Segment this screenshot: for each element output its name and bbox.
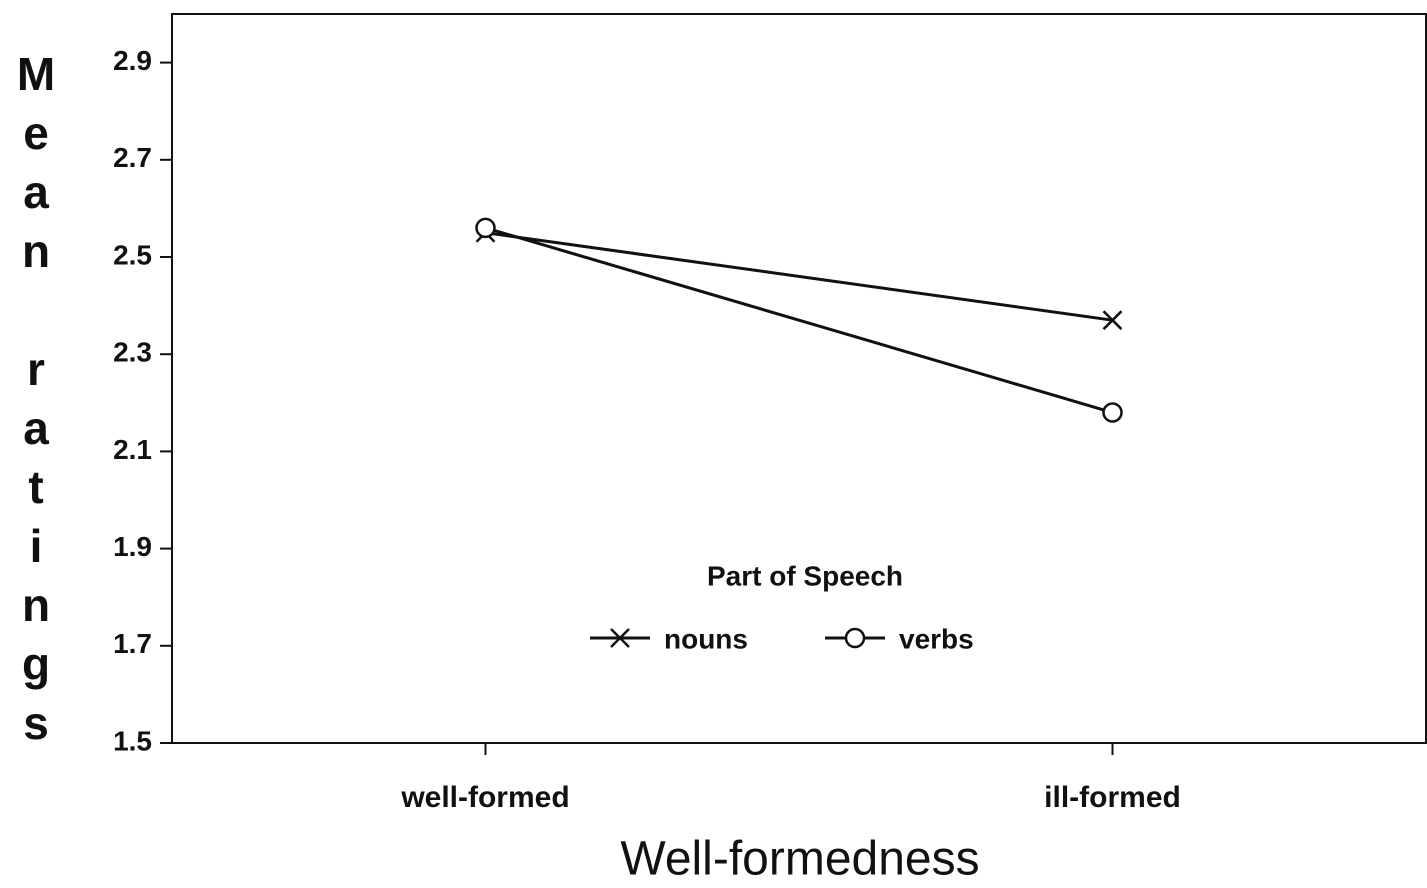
y-tick-label: 2.5 (113, 239, 152, 270)
y-tick-label: 2.1 (113, 434, 152, 465)
marker (610, 628, 630, 648)
marker (1102, 402, 1123, 423)
marker (844, 627, 866, 649)
marker (1102, 310, 1123, 331)
series-line (485, 231, 1113, 322)
x-axis-title: Well-formedness (620, 833, 979, 886)
x-tick-label: ill-formed (1044, 781, 1181, 814)
y-tick-label: 1.7 (113, 628, 152, 659)
x-tick-label: well-formed (400, 781, 569, 814)
y-tick-label: 2.9 (113, 45, 152, 76)
y-tick-label: 1.5 (113, 725, 152, 756)
plot-frame (171, 13, 1427, 744)
marker (475, 217, 496, 239)
legend-title: Part of Speech (707, 560, 903, 591)
y-tick-label: 2.7 (113, 142, 152, 173)
legend-label: nouns (664, 623, 748, 654)
legend-label: verbs (899, 623, 974, 654)
y-tick-label: 2.3 (113, 337, 152, 368)
series-line (485, 226, 1113, 414)
y-tick-label: 1.9 (113, 531, 152, 562)
